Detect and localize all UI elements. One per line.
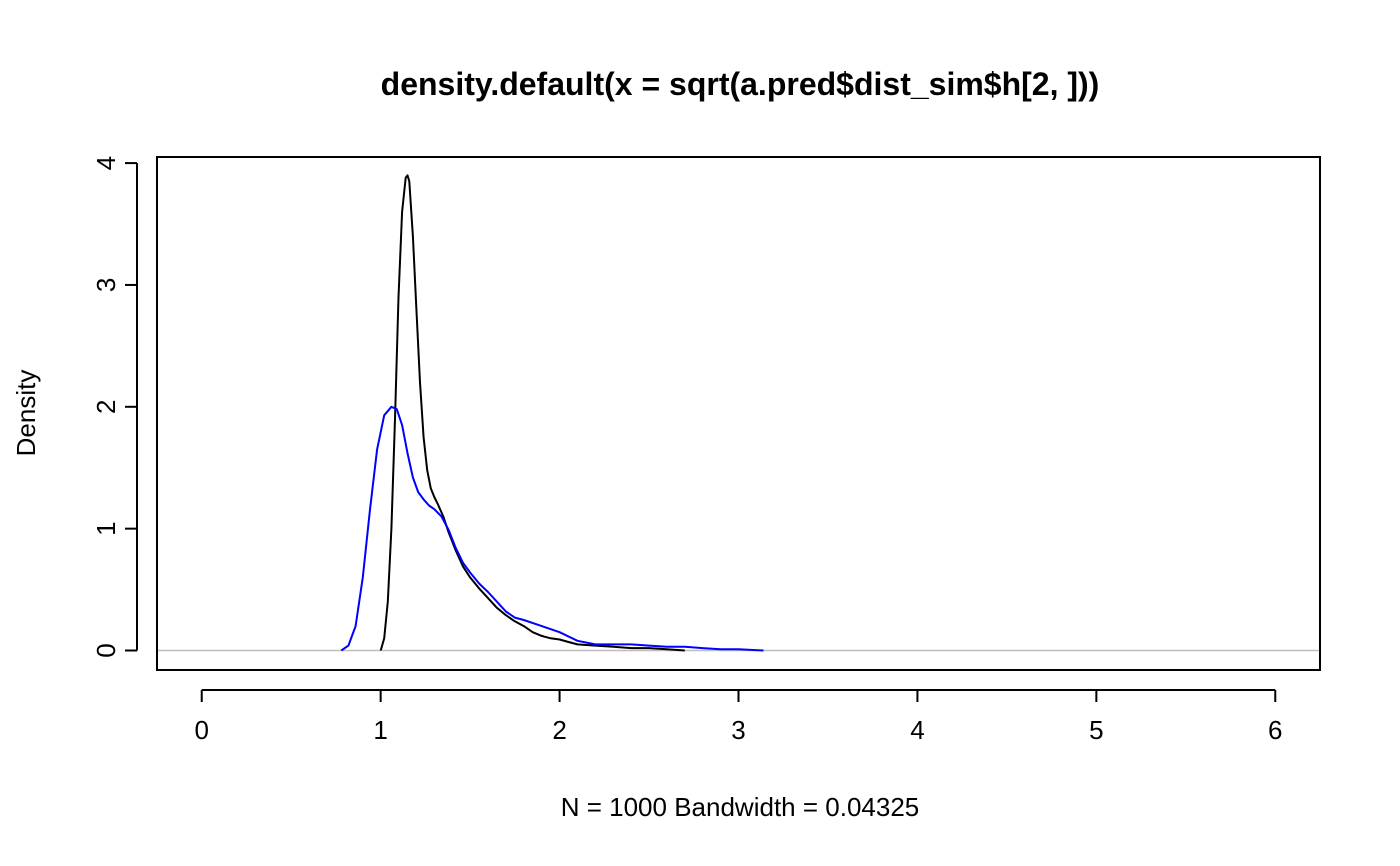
x-tick-label: 6 xyxy=(1268,715,1282,745)
plot-frame xyxy=(156,156,1321,671)
y-tick-label: 4 xyxy=(91,156,121,170)
x-tick-label: 4 xyxy=(910,715,924,745)
y-tick-label: 3 xyxy=(91,278,121,292)
y-tick-label: 1 xyxy=(91,521,121,535)
x-tick-label: 2 xyxy=(552,715,566,745)
x-tick-label: 3 xyxy=(731,715,745,745)
y-tick-label: 0 xyxy=(91,643,121,657)
density-series-line-2 xyxy=(340,405,764,652)
x-axis-label: N = 1000 Bandwidth = 0.04325 xyxy=(561,792,920,822)
density-series-line-1 xyxy=(379,174,685,652)
y-tick-label: 2 xyxy=(91,400,121,414)
x-tick-label: 0 xyxy=(194,715,208,745)
y-axis-label: Density xyxy=(11,370,41,457)
y-axis: 0 1 2 3 4 xyxy=(91,156,138,658)
x-tick-label: 1 xyxy=(373,715,387,745)
x-axis: 0 1 2 3 4 5 6 xyxy=(194,689,1283,745)
chart-title: density.default(x = sqrt(a.pred$dist_sim… xyxy=(381,66,1100,102)
x-tick-label: 5 xyxy=(1089,715,1103,745)
